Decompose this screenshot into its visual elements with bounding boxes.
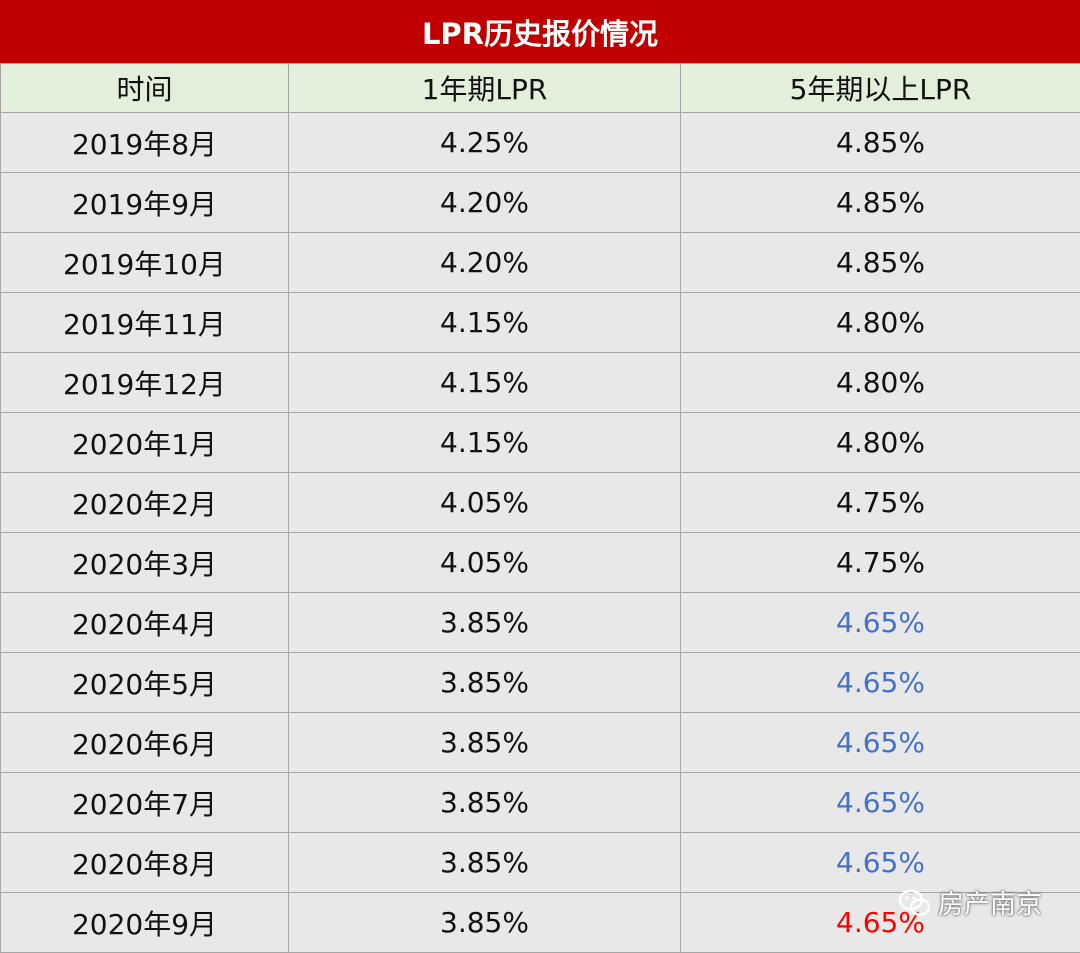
watermark: 房产南京 <box>898 884 1042 921</box>
table-cell: 2019年11月 <box>0 292 289 353</box>
table-body: 时间 1年期LPR 5年期以上LPR 2019年8月 4.25% 4.85% 2019年9月… <box>0 63 1080 953</box>
table-row: 2020年6月 3.85% 4.65% <box>0 712 1080 773</box>
header-cell: 5年期以上LPR <box>680 63 1080 113</box>
table-cell: 3.85% <box>288 652 681 713</box>
table-cell: 4.25% <box>288 112 681 173</box>
table-cell: 3.85% <box>288 592 681 653</box>
table-cell: 2020年3月 <box>0 532 289 593</box>
table-cell: 3.85% <box>288 712 681 773</box>
table-row: 2020年3月 4.05% 4.75% <box>0 532 1080 593</box>
table-row: 2020年8月 3.85% 4.65% <box>0 832 1080 893</box>
table-cell: 2019年12月 <box>0 352 289 413</box>
table-cell: 4.80% <box>680 412 1080 473</box>
table-cell: 3.85% <box>288 772 681 833</box>
table-cell: 4.15% <box>288 352 681 413</box>
table-cell: 2020年8月 <box>0 832 289 893</box>
header-cell: 时间 <box>0 63 289 113</box>
table-title: LPR历史报价情况 <box>0 0 1080 63</box>
table-cell: 4.65% <box>680 772 1080 833</box>
table-row: 2020年2月 4.05% 4.75% <box>0 472 1080 533</box>
table-row: 2019年9月 4.20% 4.85% <box>0 172 1080 233</box>
table-row: 2020年7月 3.85% 4.65% <box>0 772 1080 833</box>
table-cell: 4.20% <box>288 232 681 293</box>
table-cell: 4.85% <box>680 112 1080 173</box>
table-cell: 4.75% <box>680 472 1080 533</box>
table-cell: 2020年9月 <box>0 892 289 953</box>
table-cell: 4.80% <box>680 292 1080 353</box>
table-cell: 2019年8月 <box>0 112 289 173</box>
table-row: 2020年5月 3.85% 4.65% <box>0 652 1080 713</box>
table-row: 2020年9月 3.85% 4.65% <box>0 892 1080 953</box>
table-cell: 4.15% <box>288 412 681 473</box>
table-row: 2020年4月 3.85% 4.65% <box>0 592 1080 653</box>
table-cell: 2019年10月 <box>0 232 289 293</box>
table-cell: 4.75% <box>680 532 1080 593</box>
table-cell: 4.85% <box>680 172 1080 233</box>
table-row: 2020年1月 4.15% 4.80% <box>0 412 1080 473</box>
table-cell: 2020年2月 <box>0 472 289 533</box>
table-cell: 3.85% <box>288 892 681 953</box>
watermark-text: 房产南京 <box>938 890 1043 920</box>
table-cell: 4.05% <box>288 532 681 593</box>
table-cell: 4.20% <box>288 172 681 233</box>
table-cell: 3.85% <box>288 832 681 893</box>
table-cell: 2020年7月 <box>0 772 289 833</box>
table-cell: 4.85% <box>680 232 1080 293</box>
lpr-table: 时间 1年期LPR 5年期以上LPR 2019年8月 4.25% 4.85% 2019年9月… <box>0 63 1080 953</box>
header-cell: 1年期LPR <box>288 63 681 113</box>
table-cell: 4.65% <box>680 712 1080 773</box>
table-cell: 4.65% <box>680 592 1080 653</box>
table-cell: 2020年5月 <box>0 652 289 713</box>
table-cell: 4.65% <box>680 892 1080 953</box>
table-cell: 2020年6月 <box>0 712 289 773</box>
table-cell: 4.05% <box>288 472 681 533</box>
header-row: 时间 1年期LPR 5年期以上LPR <box>0 63 1080 113</box>
wechat-icon <box>898 889 931 916</box>
table-row: 2019年11月 4.15% 4.80% <box>0 292 1080 353</box>
table-cell: 2019年9月 <box>0 172 289 233</box>
table-row: 2019年8月 4.25% 4.85% <box>0 112 1080 173</box>
table-row: 2019年10月 4.20% 4.85% <box>0 232 1080 293</box>
table-cell: 4.15% <box>288 292 681 353</box>
table-cell: 2020年1月 <box>0 412 289 473</box>
table-cell: 4.80% <box>680 352 1080 413</box>
table-row: 2019年12月 4.15% 4.80% <box>0 352 1080 413</box>
table-cell: 2020年4月 <box>0 592 289 653</box>
table-cell: 4.65% <box>680 652 1080 713</box>
